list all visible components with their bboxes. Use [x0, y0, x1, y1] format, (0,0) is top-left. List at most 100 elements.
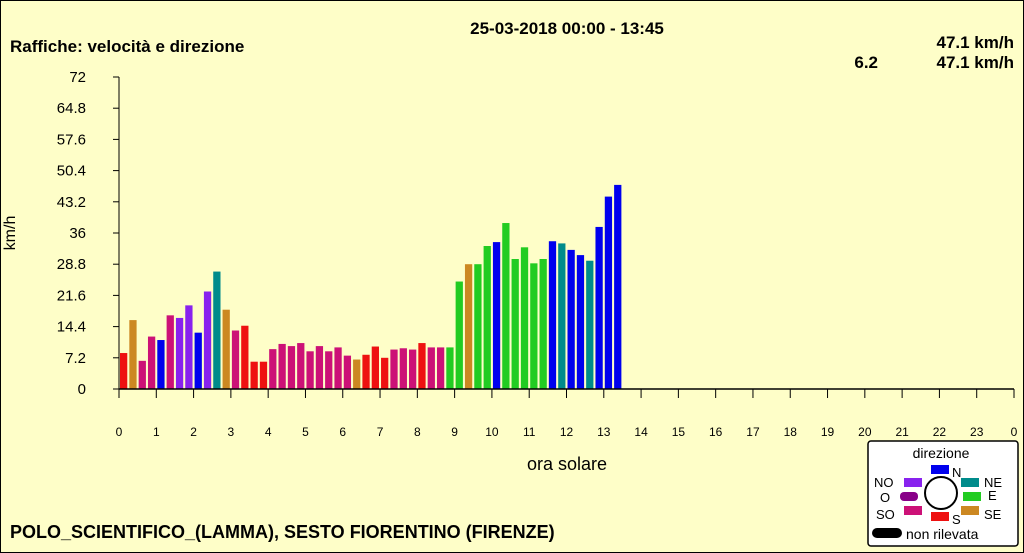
- bar: [297, 343, 305, 389]
- bar: [614, 184, 622, 389]
- bar: [576, 255, 585, 389]
- legend-label-e: E: [988, 488, 997, 503]
- x-tick-label: 10: [485, 425, 499, 439]
- bar: [213, 271, 221, 389]
- bar: [409, 349, 417, 389]
- bar: [269, 349, 277, 389]
- bar: [129, 320, 137, 389]
- legend-swatch-ne: [961, 478, 979, 487]
- x-tick-label: 15: [672, 425, 686, 439]
- bar: [306, 351, 314, 389]
- bar: [390, 349, 398, 389]
- bar: [203, 291, 212, 389]
- y-tick-label: 57.6: [57, 131, 86, 148]
- bar: [334, 347, 342, 389]
- bar: [250, 361, 258, 389]
- bar: [381, 357, 389, 389]
- bar: [558, 243, 566, 389]
- y-axis-ticks: 0 7.2 14.4 21.6 28.8 36 43.2 50.4 57.6 64.8 72: [57, 69, 119, 398]
- x-tick-label: 6: [339, 425, 346, 439]
- date-range: 25-03-2018 00:00 - 13:45: [470, 19, 664, 38]
- x-tick-label: 14: [634, 425, 648, 439]
- bar: [138, 360, 146, 389]
- bar: [259, 361, 268, 389]
- station-name: POLO_SCIENTIFICO_(LAMMA), SESTO FIORENTI…: [10, 522, 555, 542]
- x-tick-label: 4: [265, 425, 272, 439]
- bar: [604, 196, 613, 389]
- y-tick-label: 28.8: [57, 256, 86, 273]
- x-tick-label: 2: [190, 425, 197, 439]
- x-tick-label: 23: [970, 425, 984, 439]
- bar: [287, 346, 296, 389]
- x-tick-label: 5: [302, 425, 309, 439]
- legend-swatch-s: [931, 512, 949, 521]
- bar: [371, 346, 379, 389]
- legend-swatch-e: [963, 492, 981, 501]
- x-tick-label: 1: [153, 425, 160, 439]
- x-tick-label: 8: [414, 425, 421, 439]
- bar: [492, 242, 501, 389]
- bar: [474, 264, 482, 389]
- x-tick-label: 0: [1011, 425, 1018, 439]
- bar: [362, 354, 370, 389]
- current-gust-value: 47.1 km/h: [937, 33, 1015, 52]
- y-tick-label: 72: [69, 69, 86, 86]
- bar: [325, 351, 333, 389]
- y-tick-label: 0: [78, 381, 86, 398]
- bar: [530, 263, 538, 389]
- bar: [418, 343, 426, 389]
- legend-label-o: O: [880, 490, 890, 505]
- legend-swatch-o: [900, 492, 918, 501]
- y-tick-label: 43.2: [57, 194, 86, 211]
- chart-title: Raffiche: velocità e direzione: [10, 37, 244, 56]
- bar: [241, 325, 249, 389]
- y-tick-label: 21.6: [57, 287, 86, 304]
- legend-label-ne: NE: [984, 475, 1002, 490]
- x-tick-label: 20: [858, 425, 872, 439]
- legend-label-n: N: [952, 465, 961, 480]
- x-tick-label: 3: [228, 425, 235, 439]
- y-tick-label: 7.2: [65, 350, 86, 367]
- x-tick-label: 7: [377, 425, 384, 439]
- x-tick-label: 12: [560, 425, 574, 439]
- bar: [315, 346, 324, 389]
- bar: [446, 347, 454, 389]
- legend-label-no: NO: [874, 475, 894, 490]
- bar: [175, 317, 184, 389]
- bar: [278, 343, 286, 389]
- legend-swatch-se: [961, 506, 979, 515]
- bar: [483, 246, 491, 389]
- legend-label-missing: non rilevata: [906, 526, 979, 542]
- bar: [595, 226, 603, 389]
- x-tick-label: 22: [933, 425, 947, 439]
- y-tick-label: 14.4: [57, 319, 86, 336]
- legend-label-so: SO: [876, 507, 895, 522]
- legend-title: direzione: [913, 445, 970, 461]
- current-mean-value: 6.2: [854, 53, 878, 72]
- y-axis-label: km/h: [2, 216, 19, 251]
- bar: [222, 309, 230, 389]
- x-tick-label: 0: [116, 425, 123, 439]
- y-tick-label: 36: [69, 225, 86, 242]
- bar: [539, 259, 547, 389]
- legend-label-se: SE: [984, 507, 1002, 522]
- bar: [548, 241, 557, 389]
- x-axis-ticks: 0 1 2 3 4 5 6 7 8 9 10 11 12 13 14 15 16 17 18 19 20 21 22 23 0: [116, 389, 1018, 439]
- bar: [520, 247, 529, 389]
- bars-group: [120, 184, 622, 389]
- y-tick-label: 64.8: [57, 100, 86, 117]
- bar: [502, 223, 510, 389]
- bar: [399, 348, 407, 389]
- bar: [455, 281, 463, 389]
- bar: [120, 353, 128, 389]
- bar: [157, 340, 165, 389]
- bar: [147, 336, 156, 389]
- bar: [464, 264, 473, 389]
- bar: [436, 347, 445, 389]
- compass-circle: [924, 476, 958, 510]
- bar: [511, 259, 519, 389]
- bar: [166, 315, 174, 389]
- x-tick-label: 16: [709, 425, 723, 439]
- direction-legend: direzione N NE E SE S SO O NO non rileva…: [867, 440, 1019, 547]
